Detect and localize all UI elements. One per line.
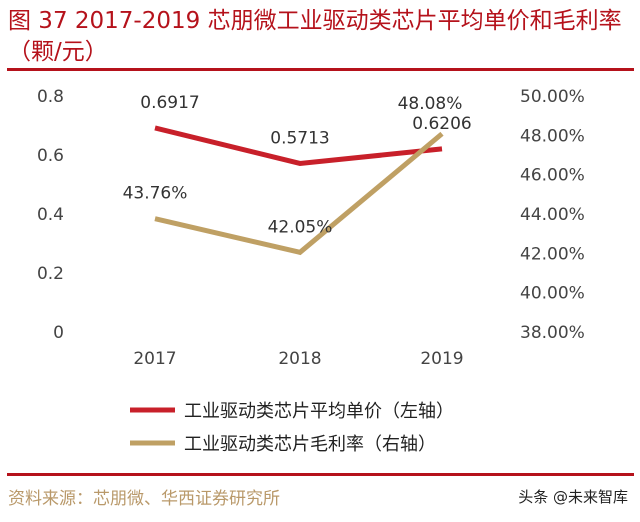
top-divider — [7, 68, 634, 71]
figure-title: 图 37 2017-2019 芯朋微工业驱动类芯片平均单价和毛利率（颗/元） — [8, 8, 622, 65]
left-axis-tick: 0.6 — [37, 146, 64, 166]
x-axis-tick: 2019 — [420, 349, 463, 369]
left-axis-tick: 0.4 — [37, 205, 64, 225]
left-axis-tick: 0.2 — [37, 264, 64, 284]
data-label: 0.6917 — [140, 93, 199, 113]
legend-label: 工业驱动类芯片平均单价（左轴） — [184, 401, 454, 422]
right-axis-tick: 42.00% — [520, 244, 585, 264]
x-axis-tick: 2018 — [278, 349, 321, 369]
right-axis-tick: 38.00% — [520, 323, 585, 343]
right-axis-tick: 50.00% — [520, 87, 585, 107]
series-line-margin — [154, 131, 444, 256]
right-axis-tick: 40.00% — [520, 284, 585, 304]
x-axis-tick: 2017 — [133, 349, 176, 369]
left-axis-tick: 0.8 — [37, 87, 64, 107]
left-axis-tick: 0 — [53, 323, 64, 343]
legend-label: 工业驱动类芯片毛利率（右轴） — [184, 434, 436, 455]
data-label: 0.5713 — [270, 128, 329, 148]
right-axis-tick: 44.00% — [520, 205, 585, 225]
data-label: 0.6206 — [412, 114, 471, 134]
right-axis-tick: 48.00% — [520, 126, 585, 146]
bottom-divider — [7, 473, 634, 476]
data-label: 42.05% — [268, 217, 333, 237]
data-label: 43.76% — [123, 184, 188, 204]
series-line-price — [154, 125, 443, 166]
source-note: 资料来源：芯朋微、华西证券研究所 — [8, 489, 280, 509]
right-axis-tick: 46.00% — [520, 166, 585, 186]
watermark: 头条 @未来智库 — [518, 488, 628, 506]
data-label: 48.08% — [398, 94, 463, 114]
